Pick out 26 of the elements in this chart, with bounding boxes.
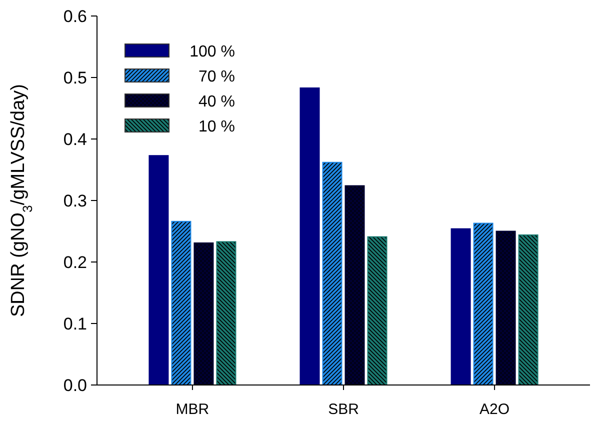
y-tick-label: 0.2 bbox=[63, 252, 87, 272]
legend-label: 40 % bbox=[198, 94, 235, 111]
y-tick-label: 0.6 bbox=[63, 6, 87, 26]
x-tick-label: MBR bbox=[176, 401, 210, 418]
y-tick-label: 0.3 bbox=[63, 191, 87, 210]
legend-label: 100 % bbox=[190, 44, 235, 61]
legend-label: 70 % bbox=[198, 68, 235, 86]
x-tick-label: A2O bbox=[480, 401, 510, 418]
bar bbox=[300, 87, 320, 386]
bar bbox=[496, 230, 516, 386]
bar bbox=[450, 228, 471, 386]
bar bbox=[194, 242, 214, 386]
y-tick-label: 0.4 bbox=[63, 130, 87, 149]
x-tick-label: SBR bbox=[328, 401, 360, 418]
bar bbox=[473, 222, 494, 386]
bar bbox=[367, 236, 388, 386]
bar bbox=[216, 241, 236, 386]
y-tick-label: 0.1 bbox=[63, 314, 87, 334]
bar bbox=[322, 162, 342, 386]
bar bbox=[171, 220, 192, 386]
bar bbox=[518, 234, 538, 386]
y-tick-label: 0.5 bbox=[63, 68, 87, 88]
legend-label: 10 % bbox=[198, 118, 235, 136]
bar bbox=[344, 185, 365, 386]
y-tick-label: 0.0 bbox=[63, 376, 87, 395]
bar bbox=[148, 155, 169, 386]
